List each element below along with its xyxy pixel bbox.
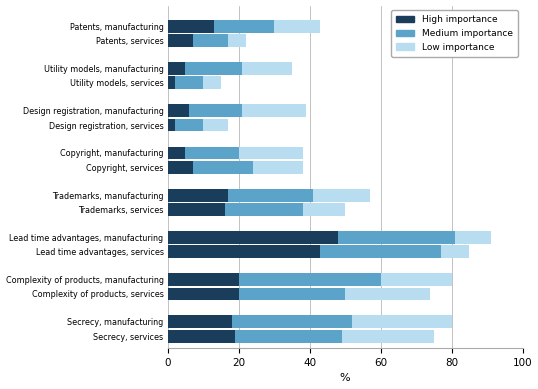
Bar bbox=[168, 77, 175, 89]
Bar bbox=[186, 62, 242, 75]
Bar bbox=[338, 231, 455, 244]
Bar bbox=[168, 119, 175, 131]
X-axis label: %: % bbox=[340, 373, 350, 384]
Bar bbox=[193, 34, 228, 47]
Bar bbox=[302, 203, 345, 216]
Bar bbox=[186, 147, 239, 159]
Bar bbox=[168, 161, 193, 173]
Bar bbox=[320, 245, 441, 258]
Bar bbox=[239, 287, 345, 300]
Bar bbox=[168, 203, 224, 216]
Bar bbox=[175, 119, 203, 131]
Bar bbox=[352, 315, 451, 328]
Bar bbox=[168, 231, 338, 244]
Bar bbox=[231, 315, 352, 328]
Bar bbox=[168, 62, 186, 75]
Bar bbox=[239, 273, 381, 286]
Bar bbox=[203, 119, 228, 131]
Bar bbox=[239, 147, 302, 159]
Bar bbox=[455, 231, 491, 244]
Bar bbox=[193, 161, 253, 173]
Bar bbox=[168, 20, 214, 33]
Bar bbox=[242, 62, 292, 75]
Bar bbox=[253, 161, 302, 173]
Bar bbox=[168, 330, 235, 343]
Bar bbox=[381, 273, 451, 286]
Bar bbox=[224, 203, 302, 216]
Bar bbox=[214, 20, 274, 33]
Bar bbox=[228, 189, 313, 202]
Bar bbox=[168, 34, 193, 47]
Bar bbox=[175, 77, 203, 89]
Bar bbox=[168, 287, 239, 300]
Bar bbox=[235, 330, 342, 343]
Bar bbox=[274, 20, 320, 33]
Bar bbox=[168, 189, 228, 202]
Bar bbox=[441, 245, 469, 258]
Bar bbox=[313, 189, 370, 202]
Bar bbox=[168, 147, 186, 159]
Bar bbox=[242, 104, 306, 117]
Bar bbox=[228, 34, 246, 47]
Bar bbox=[168, 104, 189, 117]
Bar bbox=[203, 77, 221, 89]
Legend: High importance, Medium importance, Low importance: High importance, Medium importance, Low … bbox=[391, 10, 518, 57]
Bar bbox=[168, 273, 239, 286]
Bar bbox=[168, 245, 320, 258]
Bar bbox=[189, 104, 242, 117]
Bar bbox=[342, 330, 434, 343]
Bar bbox=[345, 287, 430, 300]
Bar bbox=[168, 315, 231, 328]
